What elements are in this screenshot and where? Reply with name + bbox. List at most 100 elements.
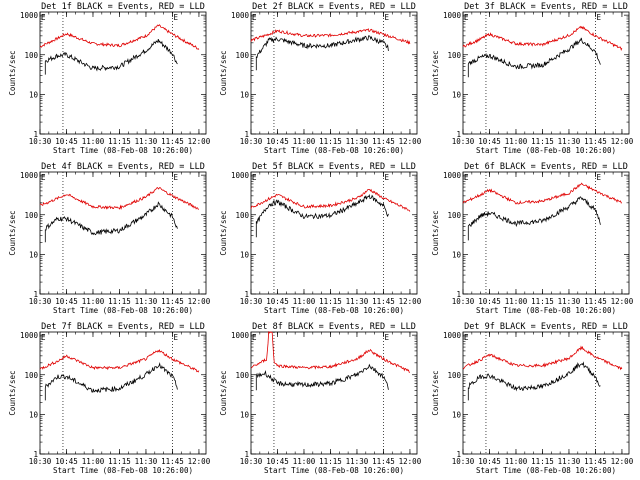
x-tick-label: 11:30 xyxy=(135,297,158,306)
event-marker: E xyxy=(173,333,178,342)
event-marker: E xyxy=(596,13,601,22)
y-tick-label: 1 xyxy=(33,290,38,299)
event-marker: E xyxy=(173,13,178,22)
y-tick-label: 100 xyxy=(235,51,249,60)
y-tick-label: 1000 xyxy=(20,171,39,180)
event-marker: E xyxy=(464,13,469,22)
x-tick-label: 11:15 xyxy=(531,137,554,146)
x-axis-label: Start Time (08-Feb-08 10:26:00) xyxy=(53,466,193,475)
series-events-black xyxy=(255,193,389,238)
event-marker: E xyxy=(252,173,257,182)
series-events-black xyxy=(255,35,389,71)
x-tick-label: 10:30 xyxy=(452,137,475,146)
x-tick-label: 11:45 xyxy=(372,297,395,306)
x-axis-label: Start Time (08-Feb-08 10:26:00) xyxy=(53,146,193,155)
x-axis-label: Start Time (08-Feb-08 10:26:00) xyxy=(476,146,616,155)
x-axis-label: Start Time (08-Feb-08 10:26:00) xyxy=(476,306,616,315)
event-marker: E xyxy=(384,173,389,182)
event-marker: E xyxy=(173,173,178,182)
x-axis-label: Start Time (08-Feb-08 10:26:00) xyxy=(53,306,193,315)
plot-frame xyxy=(250,171,418,295)
series-events-black xyxy=(467,196,601,241)
x-tick-label: 10:30 xyxy=(29,297,52,306)
panel-4: Det 4f BLACK = Events, RED = LLD 1 10 100 10… xyxy=(8,162,211,315)
panel-title: Det 5f BLACK = Events, RED = LLD xyxy=(252,162,416,172)
x-tick-label: 11:30 xyxy=(135,137,158,146)
series-lld-red xyxy=(250,330,410,373)
x-tick-label: 10:30 xyxy=(452,457,475,466)
x-tick-label: 11:30 xyxy=(346,297,369,306)
y-axis-label: Counts/sec xyxy=(8,370,17,415)
x-tick-label: 10:45 xyxy=(55,297,78,306)
y-tick-label: 1000 xyxy=(443,171,462,180)
y-tick-label: 100 xyxy=(447,211,461,220)
x-tick-label: 12:00 xyxy=(399,297,422,306)
x-tick-label: 12:00 xyxy=(188,297,211,306)
x-axis-label: Start Time (08-Feb-08 10:26:00) xyxy=(476,466,616,475)
y-tick-label: 1000 xyxy=(231,11,250,20)
x-tick-label: 11:15 xyxy=(319,137,342,146)
plot-frame xyxy=(39,331,207,455)
y-tick-label: 100 xyxy=(24,51,38,60)
y-axis-label: Counts/sec xyxy=(431,50,440,95)
event-marker: E xyxy=(252,333,257,342)
x-tick-label: 11:30 xyxy=(135,457,158,466)
y-tick-label: 10 xyxy=(29,90,39,99)
y-tick-label: 1 xyxy=(244,450,249,459)
panel-title: Det 4f BLACK = Events, RED = LLD xyxy=(41,162,205,172)
y-tick-label: 1 xyxy=(456,450,461,459)
y-tick-label: 10 xyxy=(452,250,462,259)
panel-7: Det 7f BLACK = Events, RED = LLD 1 10 100 10… xyxy=(8,322,211,475)
series-lld-red xyxy=(39,24,200,50)
x-axis-label: Start Time (08-Feb-08 10:26:00) xyxy=(264,146,404,155)
y-tick-label: 100 xyxy=(24,211,38,220)
series-events-black xyxy=(255,363,389,391)
x-tick-label: 12:00 xyxy=(611,297,634,306)
plot-frame xyxy=(250,331,418,455)
x-tick-label: 10:45 xyxy=(55,457,78,466)
y-tick-label: 100 xyxy=(447,371,461,380)
x-tick-label: 10:30 xyxy=(240,137,263,146)
plot-frame xyxy=(462,11,630,135)
plot-frame xyxy=(462,331,630,455)
y-axis-label: Counts/sec xyxy=(431,370,440,415)
y-tick-label: 10 xyxy=(452,410,462,419)
x-tick-label: 11:00 xyxy=(505,457,528,466)
x-tick-label: 12:00 xyxy=(188,457,211,466)
event-marker: E xyxy=(252,13,257,22)
x-tick-label: 10:45 xyxy=(266,297,289,306)
panel-title: Det 2f BLACK = Events, RED = LLD xyxy=(252,2,416,12)
panel-title: Det 3f BLACK = Events, RED = LLD xyxy=(464,2,628,12)
x-tick-label: 11:45 xyxy=(584,137,607,146)
panel-3: Det 3f BLACK = Events, RED = LLD 1 10 100 10… xyxy=(431,2,634,155)
x-tick-label: 11:45 xyxy=(161,297,184,306)
panel-6: Det 6f BLACK = Events, RED = LLD 1 10 100 10… xyxy=(431,162,634,315)
plot-frame xyxy=(462,171,630,295)
y-tick-label: 1000 xyxy=(443,331,462,340)
x-tick-label: 11:30 xyxy=(346,457,369,466)
y-tick-label: 1000 xyxy=(20,331,39,340)
plot-frame xyxy=(39,11,207,135)
panel-title: Det 6f BLACK = Events, RED = LLD xyxy=(464,162,628,172)
x-tick-label: 11:15 xyxy=(531,457,554,466)
x-tick-label: 11:30 xyxy=(558,137,581,146)
y-tick-label: 10 xyxy=(29,250,39,259)
panel-8: Det 8f BLACK = Events, RED = LLD 1 10 100 10… xyxy=(219,322,422,475)
event-marker: E xyxy=(464,173,469,182)
y-tick-label: 10 xyxy=(240,90,250,99)
y-tick-label: 100 xyxy=(24,371,38,380)
event-marker: E xyxy=(384,13,389,22)
plot-frame xyxy=(39,171,207,295)
x-tick-label: 11:45 xyxy=(372,137,395,146)
x-tick-label: 11:00 xyxy=(293,137,316,146)
x-tick-label: 11:00 xyxy=(293,297,316,306)
y-tick-label: 10 xyxy=(452,90,462,99)
panel-title: Det 8f BLACK = Events, RED = LLD xyxy=(252,322,416,332)
y-axis-label: Counts/sec xyxy=(219,210,228,255)
y-tick-label: 1000 xyxy=(231,171,250,180)
x-tick-label: 11:15 xyxy=(108,137,131,146)
event-marker: E xyxy=(596,173,601,182)
plot-frame xyxy=(250,11,418,135)
x-tick-label: 12:00 xyxy=(399,137,422,146)
